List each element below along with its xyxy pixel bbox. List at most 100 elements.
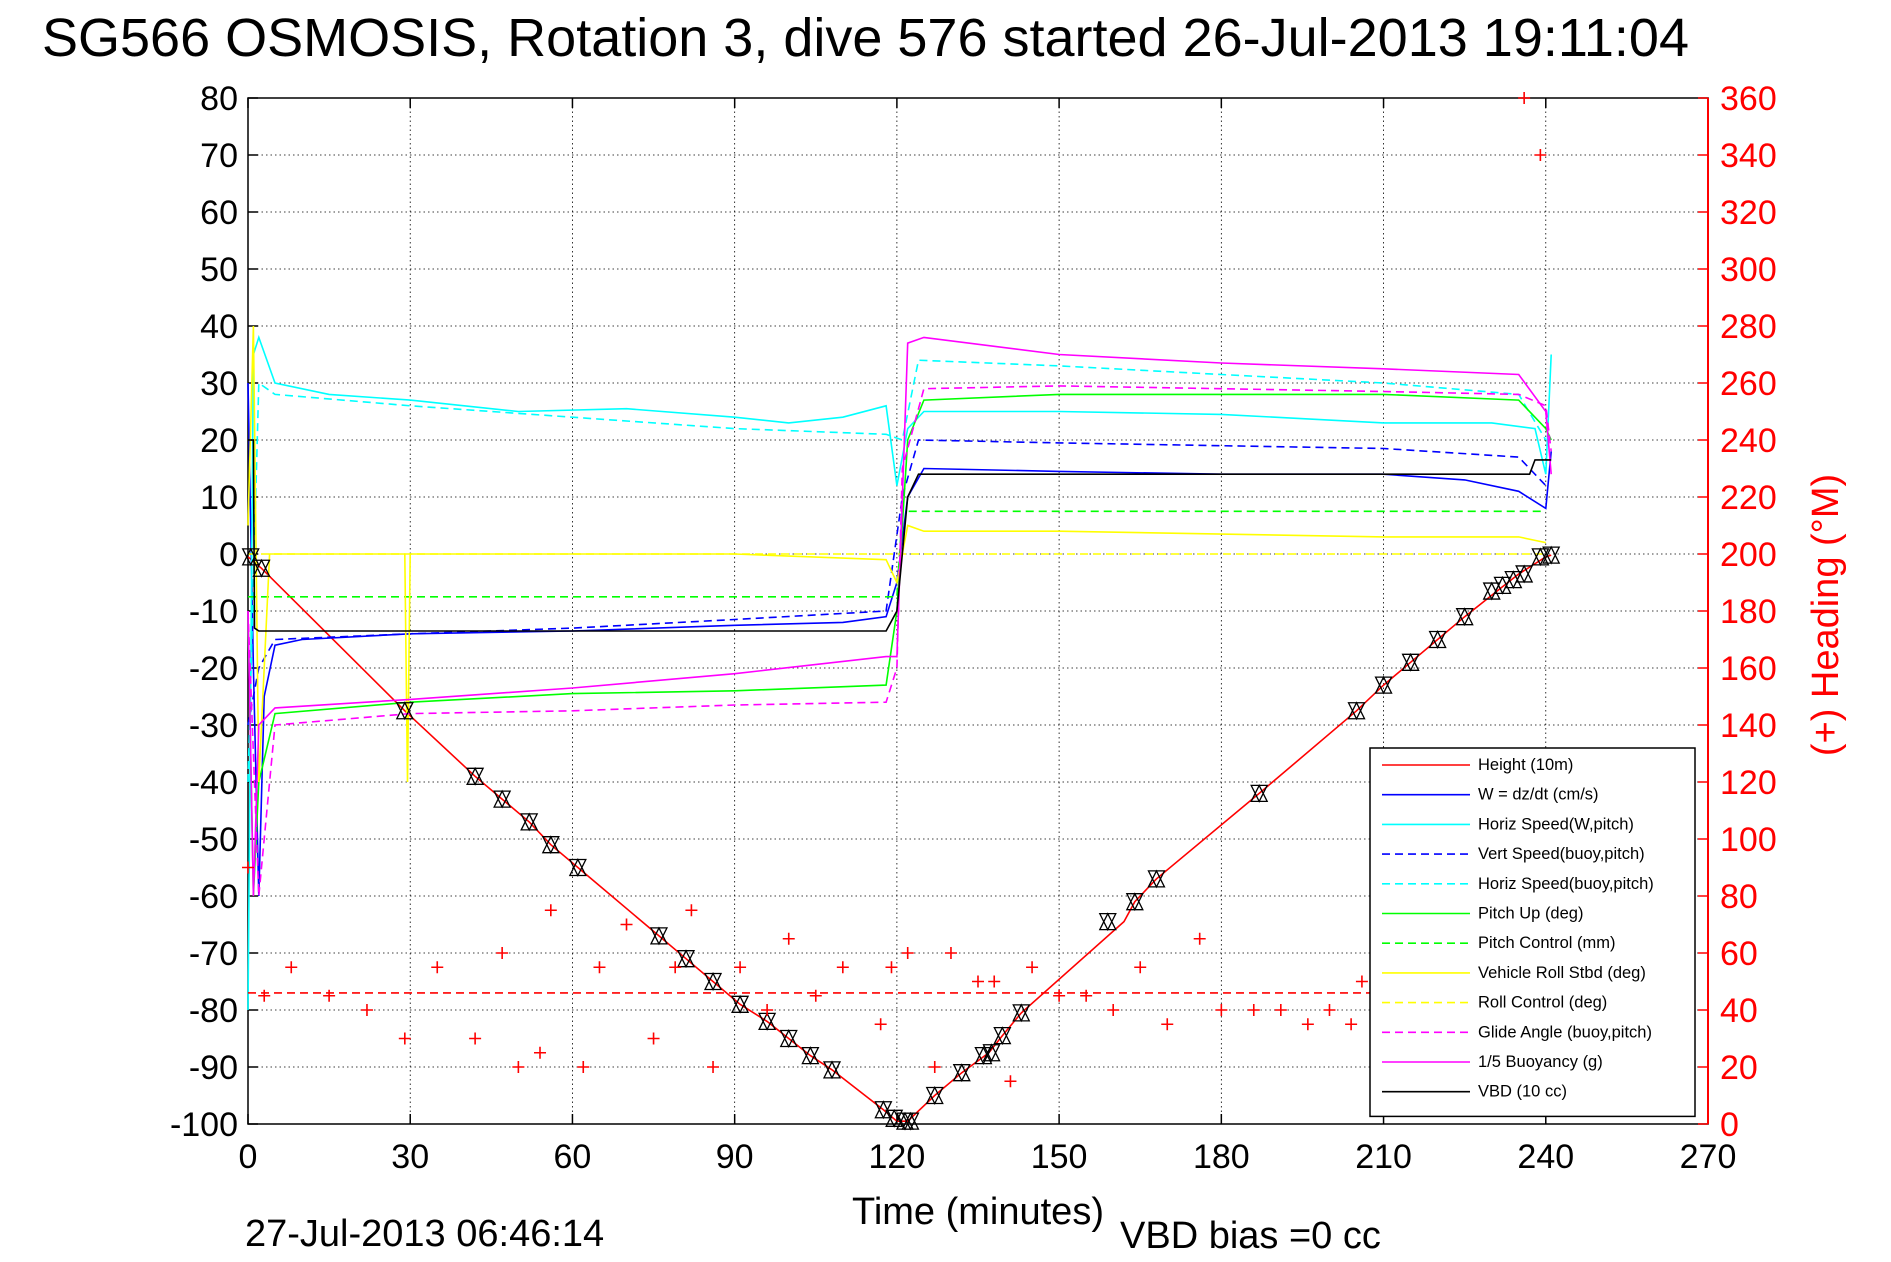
y2-tick-label: 40 xyxy=(1720,992,1758,1030)
x-tick-label: 120 xyxy=(869,1138,926,1176)
y-tick-label: -80 xyxy=(189,992,238,1030)
y-tick-label: 30 xyxy=(200,365,238,403)
heading-point xyxy=(885,961,898,974)
heading-point xyxy=(1193,932,1206,945)
y-tick-label: 0 xyxy=(219,536,238,574)
y-tick-label: 70 xyxy=(200,137,238,175)
depth-marker xyxy=(801,1046,820,1066)
y-tick-label: 40 xyxy=(200,308,238,346)
legend-entry: W = dz/dt (cm/s) xyxy=(1478,786,1599,804)
depth-marker xyxy=(822,1060,842,1080)
heading-point xyxy=(944,947,957,959)
x-tick-label: 270 xyxy=(1680,1138,1737,1176)
y2-tick-label: 240 xyxy=(1720,422,1777,460)
heading-point xyxy=(593,961,606,974)
legend-entry: Horiz Speed(buoy,pitch) xyxy=(1478,875,1654,893)
y-tick-label: -50 xyxy=(189,821,238,859)
x-tick-label: 180 xyxy=(1193,1138,1250,1176)
series-line-w-dz-dt-cm-s xyxy=(247,382,1552,897)
legend-entry: Horiz Speed(W,pitch) xyxy=(1478,815,1634,833)
heading-point xyxy=(1004,1075,1017,1088)
series-line-vert-speed-buoy-pitch xyxy=(247,439,1547,726)
y2-tick-label: 220 xyxy=(1720,479,1777,517)
depth-marker xyxy=(993,1026,1012,1046)
series-line-horiz-speed-buoy-pitch xyxy=(247,359,1547,783)
heading-point xyxy=(988,975,1001,988)
heading-point xyxy=(669,961,682,974)
depth-marker xyxy=(779,1029,798,1048)
y-tick-label: -30 xyxy=(189,707,238,745)
y2-tick-label: 80 xyxy=(1720,878,1758,916)
y-tick-label: -10 xyxy=(189,593,238,631)
depth-marker xyxy=(1147,869,1166,889)
legend-entry: Vehicle Roll Stbd (deg) xyxy=(1478,964,1646,982)
x-tick-label: 30 xyxy=(391,1138,429,1176)
x-tick-label: 0 xyxy=(239,1138,258,1176)
heading-point xyxy=(1534,149,1547,161)
heading-point xyxy=(1215,1004,1228,1016)
depth-marker xyxy=(1542,545,1561,565)
y2-tick-label: 100 xyxy=(1720,821,1777,859)
heading-point xyxy=(1274,1004,1287,1016)
y-tick-label: 20 xyxy=(200,422,238,460)
depth-marker xyxy=(568,858,587,877)
heading-point xyxy=(398,1032,411,1045)
x-tick-label: 210 xyxy=(1355,1138,1412,1176)
y2-tick-label: 120 xyxy=(1720,764,1777,802)
heading-point xyxy=(285,961,298,974)
depth-marker xyxy=(974,1046,993,1066)
y-tick-label: 60 xyxy=(200,194,238,232)
legend-entry: VBD (10 cc) xyxy=(1478,1083,1567,1101)
depth-marker xyxy=(901,1111,920,1131)
depth-marker xyxy=(493,789,512,809)
heading-point xyxy=(360,1004,373,1016)
depth-marker xyxy=(731,994,750,1014)
y2-tick-label: 340 xyxy=(1720,137,1777,175)
heading-point xyxy=(901,947,914,959)
legend-entry: Pitch Up (deg) xyxy=(1478,905,1583,923)
heading-point xyxy=(577,1061,590,1073)
heading-point xyxy=(1161,1018,1174,1031)
heading-point xyxy=(620,918,633,931)
y-tick-label: -60 xyxy=(189,878,238,916)
end-time-label: 27-Jul-2013 06:46:14 xyxy=(245,1213,604,1255)
y-tick-labels: 80 70 60 50 40 30 20 10 0 -10 -20 -30 -40 -50 -60 -70 -8… xyxy=(170,80,238,1144)
depth-marker xyxy=(1455,607,1474,627)
depth-marker xyxy=(885,1108,904,1128)
heading-point xyxy=(323,989,336,1002)
depth-marker xyxy=(395,701,414,721)
heading-point xyxy=(534,1046,546,1059)
heading-point xyxy=(242,861,254,874)
heading-point xyxy=(1301,1018,1314,1031)
legend-entry: Height (10m) xyxy=(1478,756,1573,774)
heading-point xyxy=(1518,92,1531,104)
heading-point xyxy=(734,961,747,974)
heading-point xyxy=(1355,975,1368,988)
heading-point xyxy=(469,1032,482,1045)
y-tick-label: 50 xyxy=(200,251,238,289)
heading-point xyxy=(928,1061,941,1073)
series-line-1-5-buoyancy-g xyxy=(247,336,1552,897)
y-tick-label: 80 xyxy=(200,80,238,118)
depth-marker xyxy=(1125,892,1144,912)
x-tick-label: 240 xyxy=(1517,1138,1574,1176)
y2-tick-label: 180 xyxy=(1720,593,1777,631)
depth-marker xyxy=(925,1086,944,1105)
y2-tick-label: 280 xyxy=(1720,308,1777,346)
vbd-bias-label: VBD bias =0 cc xyxy=(1120,1215,1381,1257)
legend-entry: Pitch Control (mm) xyxy=(1478,934,1616,952)
heading-point xyxy=(972,975,984,988)
heading-point xyxy=(1080,989,1093,1002)
series-line-vehicle-roll-stbd-deg xyxy=(247,325,1546,783)
x-tick-label: 60 xyxy=(554,1138,592,1176)
y2-tick-label: 360 xyxy=(1720,80,1777,118)
y2-tick-label: 200 xyxy=(1720,536,1777,574)
depth-marker xyxy=(541,835,560,855)
heading-point xyxy=(782,932,795,945)
depth-marker xyxy=(676,949,696,969)
heading-point xyxy=(544,904,557,917)
series-line-height-10m xyxy=(247,554,1552,1122)
heading-point xyxy=(1323,1004,1336,1016)
chart-title: SG566 OSMOSIS, Rotation 3, dive 576 star… xyxy=(42,8,1689,68)
depth-marker xyxy=(1401,652,1420,672)
